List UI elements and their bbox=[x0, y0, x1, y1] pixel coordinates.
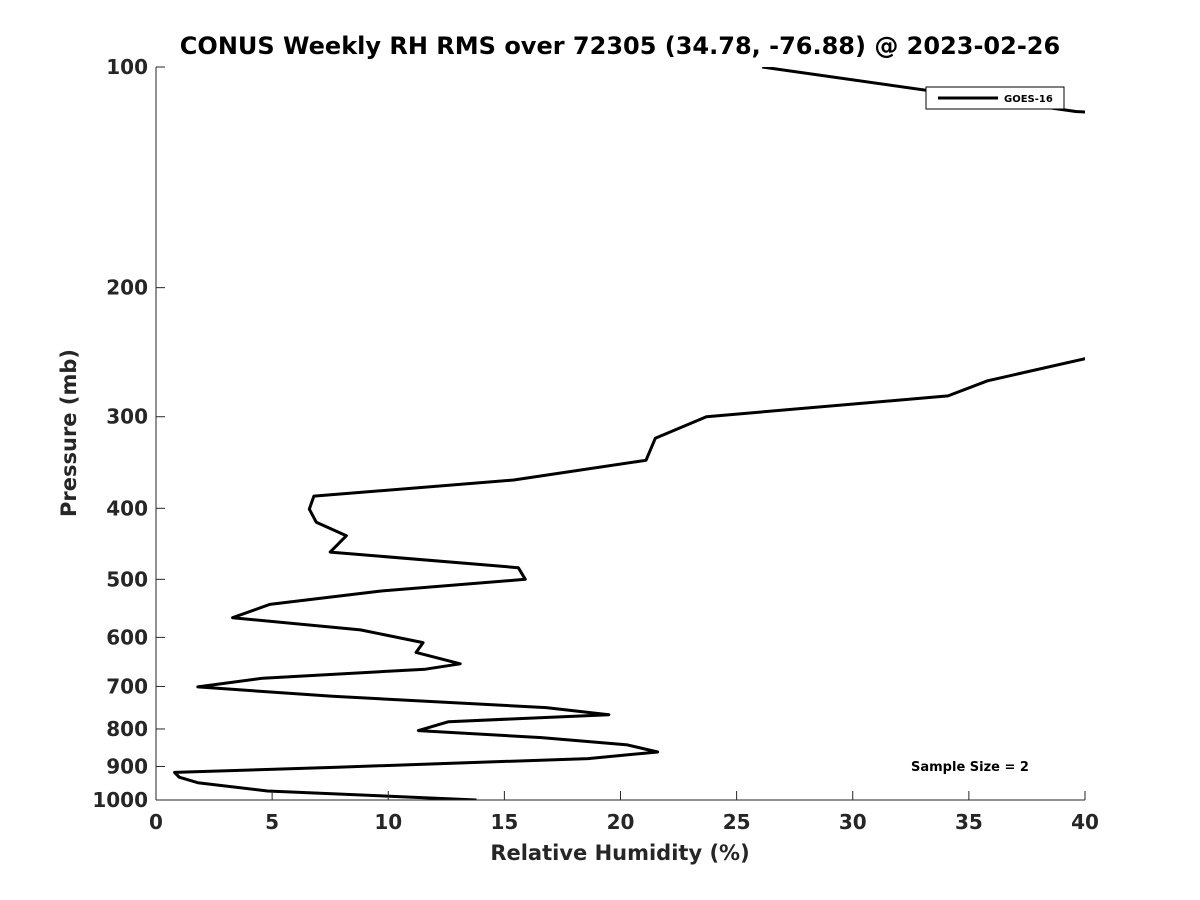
x-tick-label: 35 bbox=[955, 810, 983, 834]
y-tick-label: 900 bbox=[106, 754, 148, 778]
series-line-goes-16 bbox=[173, 67, 1085, 800]
x-tick-label: 0 bbox=[149, 810, 163, 834]
y-tick-label: 200 bbox=[106, 276, 148, 300]
x-tick-label: 20 bbox=[607, 810, 635, 834]
y-tick-label: 500 bbox=[106, 567, 148, 591]
y-tick-label: 300 bbox=[106, 405, 148, 429]
x-tick-label: 5 bbox=[265, 810, 279, 834]
y-tick-label: 1000 bbox=[92, 788, 148, 812]
y-tick-label: 800 bbox=[106, 717, 148, 741]
y-tick-label: 400 bbox=[106, 496, 148, 520]
plot-area bbox=[173, 67, 1085, 800]
y-tick-label: 100 bbox=[106, 55, 148, 79]
y-tick-label: 600 bbox=[106, 625, 148, 649]
x-tick-label: 25 bbox=[723, 810, 751, 834]
series-layer bbox=[173, 67, 1085, 800]
y-tick-label: 700 bbox=[106, 674, 148, 698]
x-tick-label: 10 bbox=[374, 810, 402, 834]
legend: GOES-16 bbox=[925, 86, 1065, 110]
y-axis-label: Pressure (mb) bbox=[57, 349, 81, 517]
chart-title: CONUS Weekly RH RMS over 72305 (34.78, -… bbox=[180, 32, 1060, 60]
x-axis-label: Relative Humidity (%) bbox=[490, 841, 749, 865]
axes-layer: 0 5 10 15 20 25 30 35 40 100 200 300 400 500 600 700 800… bbox=[92, 55, 1099, 834]
sample-size-annotation: Sample Size = 2 bbox=[911, 760, 1029, 775]
x-tick-label: 15 bbox=[490, 810, 518, 834]
x-tick-label: 40 bbox=[1071, 810, 1099, 834]
x-tick-label: 30 bbox=[839, 810, 867, 834]
legend-label: GOES-16 bbox=[1004, 94, 1053, 105]
